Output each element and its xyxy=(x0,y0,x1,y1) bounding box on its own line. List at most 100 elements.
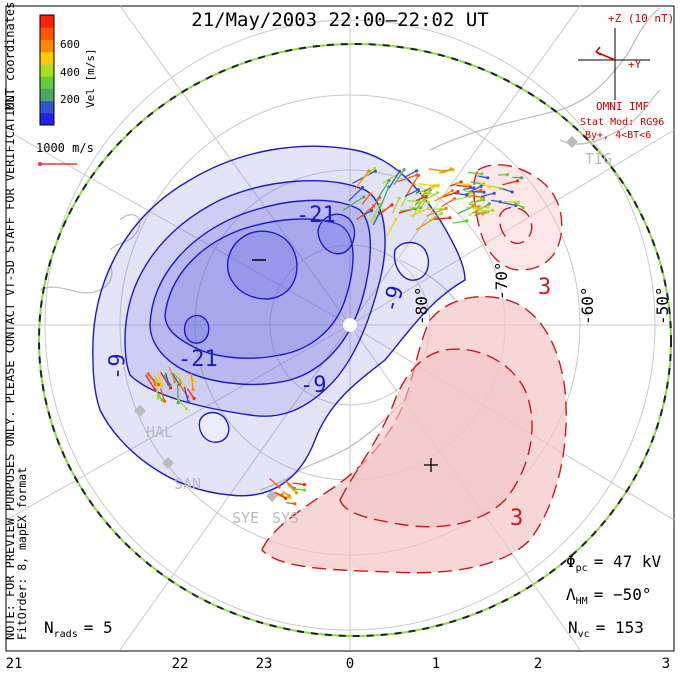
velocity-vector xyxy=(183,386,190,403)
radar-site-marker xyxy=(162,457,174,469)
velocity-vector xyxy=(469,199,484,204)
plot-frame xyxy=(5,5,675,652)
note-preview: NOTE: FOR PREVIEW PURPOSES ONLY. PLEASE … xyxy=(3,88,17,640)
positive-cell xyxy=(261,164,567,574)
mlt-tick: 3 xyxy=(662,656,670,672)
imf-vector-head xyxy=(595,46,602,56)
contour-label-neg: -9 xyxy=(300,373,327,398)
velocity-vector xyxy=(397,174,418,183)
velocity-vector xyxy=(399,206,421,212)
velocity-vector xyxy=(452,195,470,201)
velocity-vector xyxy=(455,182,469,186)
contour-neg-4 xyxy=(164,218,354,359)
velocity-vector xyxy=(186,388,195,399)
note-fitorder: FitOrder: 8, mapEX format xyxy=(15,467,29,640)
velocity-vector xyxy=(428,212,442,221)
radar-sites: TIG HAL SAN SYE SYS xyxy=(134,136,612,527)
velocity-vector-origin xyxy=(448,216,452,220)
colorbar-tick: 200 xyxy=(60,93,80,106)
velocity-vector xyxy=(441,169,454,174)
velocity-vector xyxy=(370,197,381,211)
colorbar: 600 400 200 Vel [m/s] xyxy=(39,14,97,126)
n-vc: Nvc = 153 xyxy=(568,618,644,640)
colorbar-segment xyxy=(40,15,54,28)
velocity-vector xyxy=(392,197,400,214)
heppner-maynard-boundary-dash xyxy=(38,43,672,637)
velocity-vector xyxy=(145,374,156,391)
velocity-vectors xyxy=(145,166,525,506)
contour-pos-4 xyxy=(498,206,533,244)
mlt-tick: 22 xyxy=(172,656,189,672)
contour-pos-3 xyxy=(473,164,563,271)
imf-stat-mod: Stat Mod: RG96 xyxy=(580,117,664,128)
velocity-vector xyxy=(426,207,447,217)
contour-neg-8 xyxy=(393,241,430,281)
contour-label-neg: -9 xyxy=(105,353,131,380)
scale-vector-label: 1000 m/s xyxy=(36,141,94,155)
velocity-vector xyxy=(503,200,519,203)
velocity-vector xyxy=(468,185,482,193)
radar-site-marker xyxy=(266,490,278,502)
contour-neg-7 xyxy=(183,314,210,344)
radar-site-label: HAL xyxy=(146,423,173,441)
velocity-vector xyxy=(172,372,182,382)
lat-label: -60° xyxy=(578,286,597,325)
colorbar-segment xyxy=(40,88,54,102)
velocity-vector xyxy=(372,212,381,226)
velocity-vector xyxy=(473,210,484,215)
velocity-vector-origin xyxy=(486,205,490,209)
velocity-vector xyxy=(356,205,375,221)
contour-labels-positive: 3 3 xyxy=(510,275,551,531)
velocity-vector xyxy=(491,185,501,190)
velocity-vector xyxy=(438,168,452,174)
velocity-vector xyxy=(378,186,390,211)
colorbar-tick: 400 xyxy=(60,66,80,79)
velocity-vector xyxy=(154,379,159,398)
velocity-vector xyxy=(268,477,280,488)
velocity-vector xyxy=(286,501,295,505)
latitude-labels: -80° -70° -60° -50° xyxy=(412,261,672,325)
velocity-vector xyxy=(467,171,483,175)
pole-marker xyxy=(343,318,357,332)
velocity-vector xyxy=(449,181,462,187)
velocity-vector xyxy=(462,187,474,191)
velocity-vector xyxy=(370,203,381,223)
velocity-vector xyxy=(468,203,479,208)
velocity-vector xyxy=(159,388,166,402)
velocity-vector xyxy=(491,199,501,203)
velocity-vector xyxy=(363,167,375,179)
velocity-vector xyxy=(472,206,489,210)
lat-label: -80° xyxy=(412,286,431,325)
lat-label: -70° xyxy=(492,261,511,300)
colorbar-segment xyxy=(40,39,54,53)
mlt-tick: 23 xyxy=(256,656,273,672)
velocity-vector xyxy=(165,372,170,385)
contour-neg-6 xyxy=(317,213,356,255)
velocity-vector xyxy=(282,490,290,497)
colorbar-tick: 600 xyxy=(60,38,80,51)
mlt-tick: 21 xyxy=(6,656,23,672)
velocity-vector xyxy=(456,184,471,188)
velocity-vector xyxy=(348,187,363,202)
radar-site-label: TIG xyxy=(585,150,612,168)
velocity-vector xyxy=(453,192,467,196)
velocity-vector xyxy=(292,482,305,486)
lat-label: -50° xyxy=(653,286,672,325)
mlt-axis: 21 22 23 0 1 2 3 xyxy=(6,656,671,672)
velocity-vector xyxy=(386,218,397,237)
velocity-vector xyxy=(441,198,455,208)
contour-labels: -21 -21 -9 -9 -9 xyxy=(105,203,410,398)
velocity-vector xyxy=(513,202,524,209)
velocity-vector xyxy=(284,480,296,490)
velocity-vector xyxy=(176,397,187,410)
contour-pos-2 xyxy=(339,348,533,528)
velocity-vector xyxy=(361,193,371,205)
radar-site-label: SAN xyxy=(174,475,201,493)
colorbar-segment xyxy=(40,100,54,114)
velocity-vector xyxy=(418,183,439,188)
velocity-vector xyxy=(405,175,420,196)
velocity-vector xyxy=(415,185,433,196)
contour-neg-5 xyxy=(226,230,298,300)
n-rads: Nrads = 5 xyxy=(44,618,113,640)
